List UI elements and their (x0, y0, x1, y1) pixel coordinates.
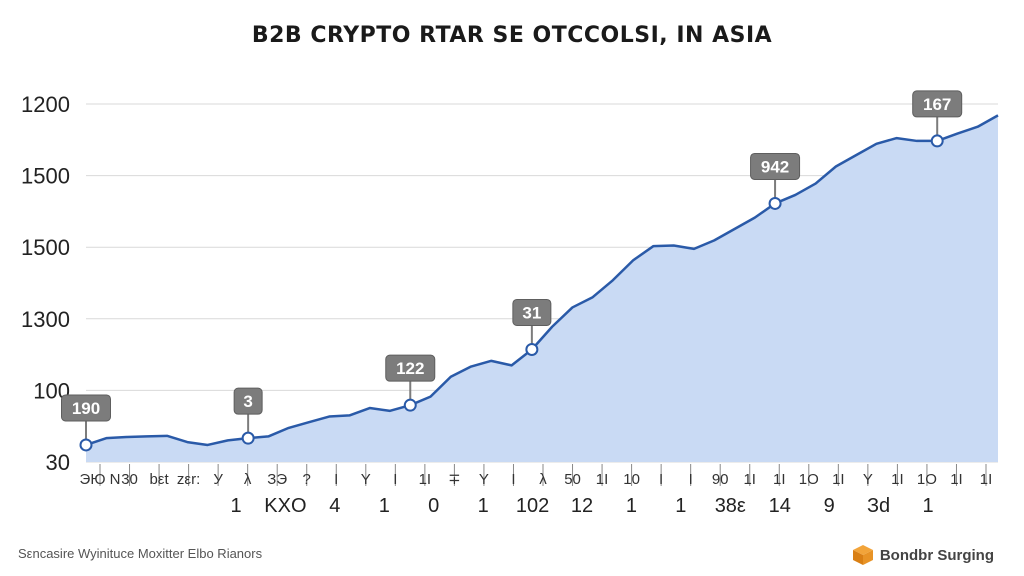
x-tick-label: У (213, 471, 223, 488)
x-tick-label: zεr: (177, 471, 200, 488)
series-line (85, 114, 999, 447)
chart-title: B2B CRYPTO RTAR SE OTCCOLSI, IN ASIA (252, 23, 772, 48)
x-tick-label: I (511, 471, 515, 488)
x-tick-label-secondary: Зd (867, 495, 890, 517)
callout-label: 942 (761, 157, 789, 176)
brand-logo: Bondbr Surging (852, 544, 994, 566)
x-tick-label: 1I (832, 471, 845, 488)
callout-box (512, 298, 552, 326)
x-tick-label: I (689, 471, 693, 488)
x-tick-label: 1I (891, 471, 904, 488)
callout-box (912, 90, 963, 118)
y-tick-label: 1500 (21, 235, 70, 260)
x-tick-label-secondary: 4 (329, 495, 340, 517)
brand-name: Bondbr Surging (879, 546, 994, 564)
x-tick-label: 1O (917, 471, 937, 488)
x-tick-label: I (334, 471, 338, 488)
x-tick-label: ЗЭ (267, 471, 287, 488)
x-tick-label: bεt (149, 471, 169, 488)
x-tick-label: 90 (712, 471, 729, 488)
callout-box (385, 354, 436, 382)
x-tick-label-secondary: 1 (478, 495, 489, 517)
data-point-marker (768, 196, 782, 210)
y-tick-label: 1300 (21, 307, 70, 332)
x-tick-label: I (393, 471, 397, 488)
x-tick-label-secondary: 38ε (715, 495, 746, 517)
x-tick-label-secondary: 1 (626, 495, 637, 517)
x-tick-label-secondary: 12 (571, 495, 593, 517)
x-tick-label: 1O (799, 471, 819, 488)
x-tick-label-secondary: 0 (428, 495, 439, 517)
area-fill (86, 115, 998, 462)
x-tick-label: 1I (980, 471, 993, 488)
x-tick-label: ∓ (448, 471, 461, 488)
x-tick-label-secondary: 14 (769, 495, 791, 517)
callout-label: 31 (522, 303, 541, 322)
callout-box (61, 394, 111, 422)
x-tick-label: 50 (564, 471, 581, 488)
x-tick-label: Y (863, 471, 873, 488)
data-point-marker (930, 134, 944, 148)
x-tick-label: 30 (121, 471, 138, 488)
x-tick-label-secondary: 1 (230, 495, 241, 517)
x-tick-label: 10 (623, 471, 640, 488)
callout-box (750, 152, 801, 180)
data-point-marker (79, 438, 93, 452)
x-tick-label: λ (539, 471, 547, 488)
x-tick-label-secondary: 102 (516, 495, 549, 517)
x-tick-label: I (659, 471, 663, 488)
x-tick-label: λ (244, 471, 252, 488)
x-tick-label: ЭЮ N (80, 471, 121, 488)
x-tick-label-secondary: 1 (379, 495, 390, 517)
callout-label: 3 (243, 392, 252, 411)
source-caption: Sεncasire Wyinituce Moxitter Elbo Rianor… (18, 546, 263, 561)
x-tick-label-secondary: KXO (264, 495, 306, 517)
x-tick-label: 1I (419, 471, 432, 488)
data-point-marker (525, 342, 539, 356)
callout-label: 122 (396, 359, 424, 378)
x-tick-label-secondary: 1 (675, 495, 686, 517)
x-tick-label: Y (479, 471, 489, 488)
x-tick-label: 1I (596, 471, 609, 488)
y-tick-label: 30 (46, 450, 70, 475)
x-tick-label: 1I (743, 471, 756, 488)
x-tick-label: 1I (773, 471, 786, 488)
x-tick-label: 1I (950, 471, 963, 488)
x-tick-label: ? (303, 471, 311, 488)
callout-label: 190 (72, 399, 100, 418)
x-tick-label-secondary: 1 (922, 495, 933, 517)
cube-icon (852, 545, 873, 565)
data-point-marker (241, 431, 255, 445)
x-tick-label-secondary: 9 (824, 495, 835, 517)
y-tick-label: 1200 (21, 92, 70, 117)
data-point-marker (403, 398, 417, 412)
y-tick-label: 1500 (21, 164, 70, 189)
callout-label: 167 (923, 95, 951, 114)
x-tick-label: Y (361, 471, 371, 488)
callout-box (233, 387, 263, 415)
